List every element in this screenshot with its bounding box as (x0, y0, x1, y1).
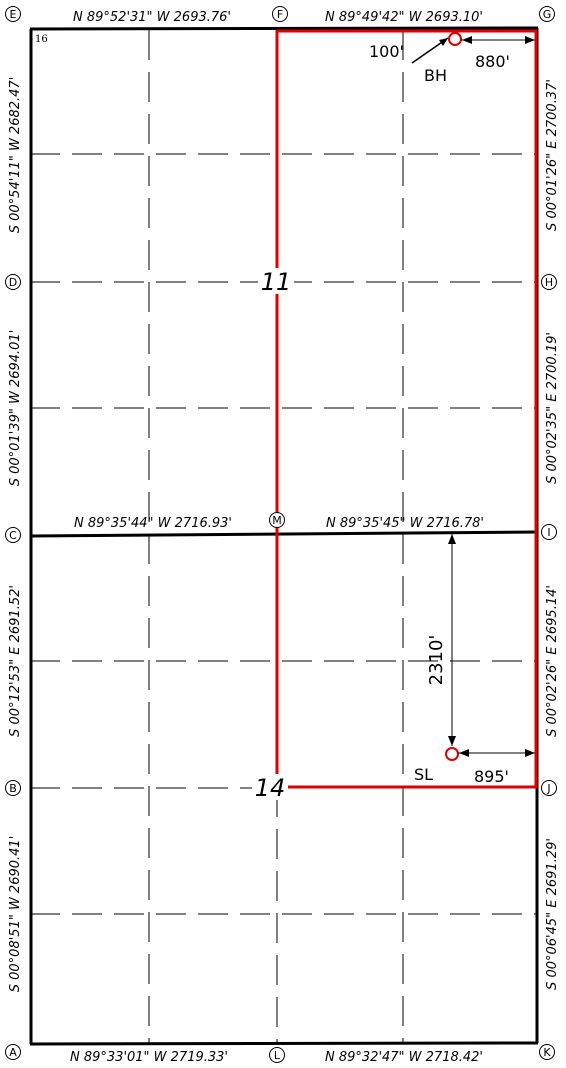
bearing-right-lower-top: S 00°02'26" E 2695.14' (545, 585, 560, 737)
bearing-bottom-left: N 89°33'01" W 2719.33' (70, 1050, 228, 1065)
corner-marker-e-circle (5, 6, 21, 22)
corner-marker-m: M (272, 514, 282, 527)
boundary-bottom (29, 1041, 539, 1046)
surface-location-marker (445, 747, 459, 761)
spacing-unit-boundary (275, 29, 538, 789)
surface-north-arrow-top (448, 534, 456, 544)
corner-marker-e: E (10, 8, 17, 21)
corner-marker-a: A (9, 1046, 17, 1059)
surface-north-offset: 2310' (426, 635, 447, 686)
corner-section-number: 16 (35, 34, 48, 45)
corner-marker-b-circle (5, 780, 21, 796)
bearing-top-left: N 89°52'31" W 2693.76' (73, 10, 231, 25)
boundary-mid (29, 530, 539, 538)
surface-east-arrow-right (525, 749, 535, 757)
corner-marker-m-circle (269, 512, 285, 528)
bottom-hole-east-arrow-left (462, 36, 472, 44)
corner-marker-j-circle (541, 780, 557, 796)
corner-marker-l-circle (269, 1047, 285, 1063)
bearing-mid-left: N 89°35'44" W 2716.93' (74, 516, 232, 531)
section-boundaries (29, 26, 539, 1046)
section-number-upper: 11 (261, 268, 292, 296)
bearing-left-upper-top: S 00°54'11" W 2682.47' (8, 77, 23, 234)
corner-marker-h-circle (541, 274, 557, 290)
corner-marker-i: I (547, 526, 550, 539)
corner-marker-j: J (546, 782, 550, 795)
bottom-hole-marker (448, 32, 462, 46)
bearing-right-lower-bottom: S 00°06'45" E 2691.29' (545, 838, 560, 990)
corner-marker-d: D (9, 276, 17, 289)
bottom-hole-label: BH (424, 66, 447, 85)
corner-marker-f: F (277, 8, 283, 21)
corner-marker-b: B (9, 782, 17, 795)
surface-east-arrow-left (459, 749, 469, 757)
corner-marker-k: K (543, 1046, 551, 1059)
corner-marker-d-circle (5, 274, 21, 290)
surface-east-offset: 895' (474, 767, 509, 786)
bottom-hole-leader-arrow (439, 38, 448, 46)
section-lower-mask (252, 774, 288, 800)
corner-marker-c: C (9, 529, 17, 542)
corner-marker-g-circle (539, 6, 555, 22)
bottom-hole-group: 100' BH 880' (369, 32, 535, 85)
corner-markers: A B C D E F G H I J K L M (5, 6, 557, 1063)
bearing-mid-right: N 89°35'45" W 2716.78' (326, 516, 484, 531)
bearing-right-upper-bottom: S 00°02'35" E 2700.19' (545, 332, 560, 484)
bottom-hole-north-offset: 100' (369, 42, 404, 61)
bearing-left-lower-bottom: S 00°08'51" W 2690.41' (8, 836, 23, 993)
surface-north-arrow-bottom (448, 736, 456, 746)
surface-location-group: 2310' SL 895' (414, 534, 535, 786)
corner-marker-h: H (545, 276, 553, 289)
bottom-hole-east-arrow-right (525, 36, 535, 44)
corner-marker-k-circle (539, 1044, 555, 1060)
bearing-right-upper-top: S 00°01'26" E 2700.37' (545, 79, 560, 231)
section-upper-mask (258, 268, 294, 294)
corner-marker-a-circle (5, 1044, 21, 1060)
surface-location-label: SL (414, 765, 433, 784)
bearing-left-lower-top: S 00°12'53" E 2691.52' (8, 585, 23, 737)
corner-marker-l: L (274, 1049, 281, 1062)
bearing-bottom-right: N 89°32'47" W 2718.42' (325, 1050, 483, 1065)
bottom-hole-east-offset: 880' (475, 52, 510, 71)
bearing-top-right: N 89°49'42" W 2693.10' (325, 10, 483, 25)
corner-marker-g: G (543, 8, 552, 21)
boundary-top (29, 26, 539, 31)
section-number-lower: 14 (255, 774, 286, 802)
corner-marker-f-circle (272, 6, 288, 22)
corner-marker-i-circle (541, 524, 557, 540)
bearing-left-upper-bottom: S 00°01'39" W 2694.01' (8, 330, 23, 487)
corner-marker-c-circle (5, 527, 21, 543)
